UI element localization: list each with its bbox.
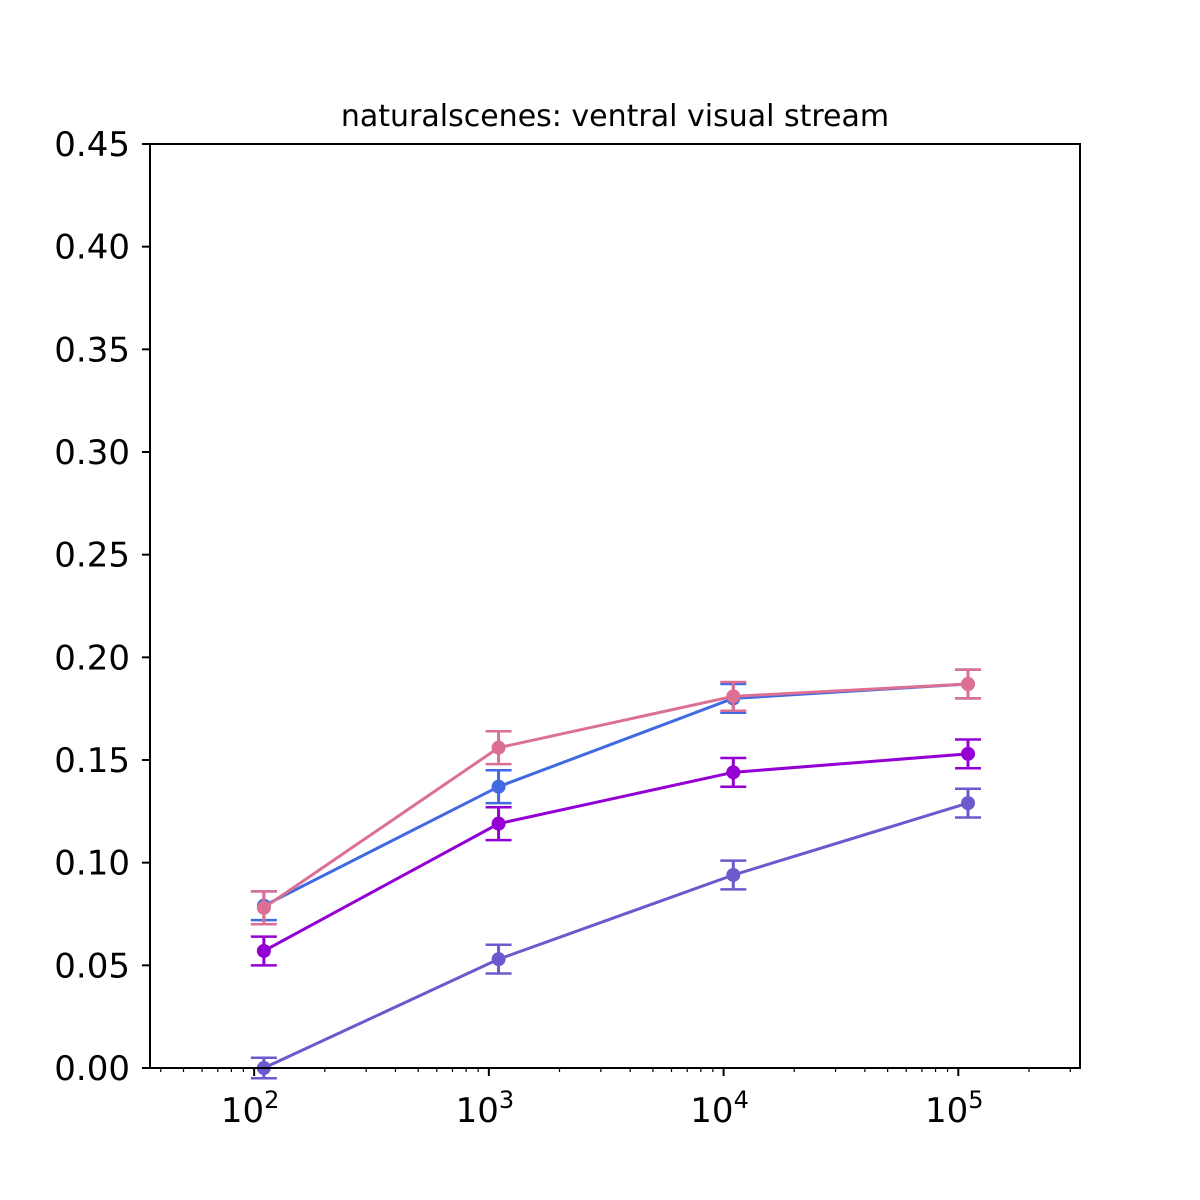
series-line <box>263 752 969 953</box>
x-tick-label: 102 <box>221 1086 280 1131</box>
x-tick-label-exponent: 3 <box>499 1086 514 1114</box>
data-point <box>491 740 506 755</box>
x-tick-label-exponent: 5 <box>968 1086 983 1114</box>
y-tick-label: 0.20 <box>54 638 130 678</box>
data-point <box>726 689 741 704</box>
series-2 <box>250 668 982 922</box>
series-line <box>263 682 969 908</box>
y-tick-label: 0.30 <box>54 433 130 473</box>
plot-area <box>250 668 982 1080</box>
y-tick-label: 0.05 <box>54 946 130 986</box>
x-tick-label: 104 <box>690 1086 749 1131</box>
series-1 <box>250 738 982 967</box>
series-line <box>263 801 969 1070</box>
data-point <box>491 816 506 831</box>
x-tick-label-base: 10 <box>221 1091 264 1131</box>
y-tick-label: 0.15 <box>54 741 130 781</box>
data-point <box>961 677 976 692</box>
data-point <box>726 765 741 780</box>
series-line <box>263 682 969 910</box>
data-point <box>491 952 506 967</box>
axes: 0.00 0.05 0.10 0.15 0.20 0.25 0.30 0.35 0.40 0.45… <box>54 125 1071 1131</box>
y-tick-label: 0.00 <box>54 1049 130 1089</box>
data-point <box>256 900 271 915</box>
x-tick-label-base: 10 <box>456 1091 499 1131</box>
y-tick-label: 0.25 <box>54 536 130 576</box>
x-tick-label-base: 10 <box>925 1091 968 1131</box>
y-tick-label: 0.35 <box>54 330 130 370</box>
y-tick-label: 0.45 <box>54 125 130 165</box>
y-tick-label: 0.40 <box>54 228 130 268</box>
x-tick-label-exponent: 2 <box>264 1086 279 1114</box>
data-point <box>961 796 976 811</box>
x-tick-label-base: 10 <box>690 1091 733 1131</box>
x-tick-label: 105 <box>925 1086 984 1131</box>
x-tick-label-exponent: 4 <box>734 1086 749 1114</box>
x-tick-label: 103 <box>456 1086 515 1131</box>
series-0 <box>250 787 982 1080</box>
data-point <box>256 943 271 958</box>
y-tick-label: 0.10 <box>54 844 130 884</box>
data-point <box>726 867 741 882</box>
data-point <box>961 746 976 761</box>
data-point <box>491 779 506 794</box>
series-3 <box>250 668 982 926</box>
axes-frame <box>149 143 1081 1069</box>
chart-title: naturalscenes: ventral visual stream <box>341 99 889 134</box>
